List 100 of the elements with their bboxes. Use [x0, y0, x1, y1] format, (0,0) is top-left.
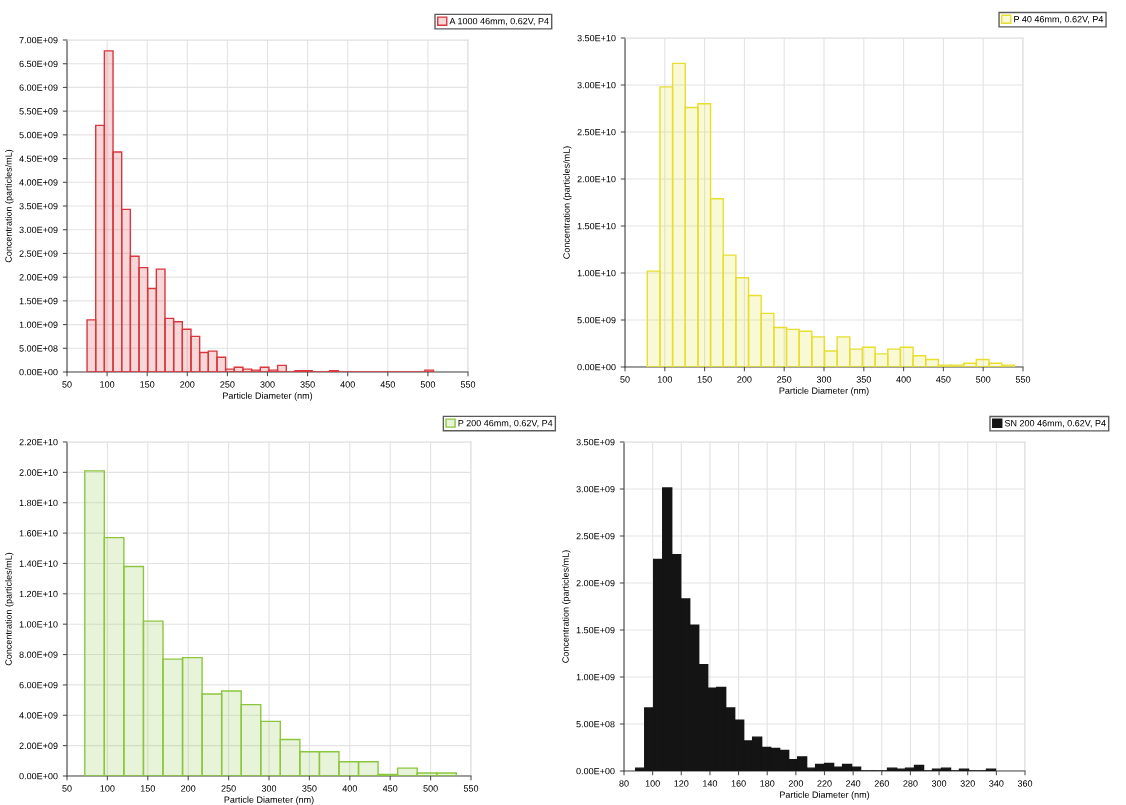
x-tick-label: 150 — [140, 785, 155, 792]
y-tick-label: 4.50E+09 — [19, 155, 58, 162]
y-tick-label: 2.00E+10 — [577, 175, 616, 183]
y-tick-label: 2.00E+10 — [19, 469, 58, 476]
x-tick-label: 320 — [960, 780, 975, 787]
y-tick-label: 5.50E+09 — [19, 108, 58, 115]
y-tick-label: 6.00E+09 — [19, 681, 58, 689]
x-axis-title: Particle Diameter (nm) — [224, 796, 314, 805]
x-tick-label: 400 — [896, 376, 911, 383]
x-tick-label: 160 — [731, 780, 746, 787]
y-tick-label: 2.50E+10 — [577, 128, 616, 136]
x-tick-label: 120 — [674, 780, 689, 787]
x-tick-label: 80 — [619, 780, 629, 787]
y-tick-label: 1.80E+10 — [19, 499, 58, 507]
x-tick-label: 150 — [697, 376, 712, 383]
y-tick-label: 1.50E+09 — [19, 297, 58, 305]
y-tick-label: 7.00E+09 — [19, 36, 58, 44]
legend-label: P 200 46mm, 0.62V, P4 — [458, 419, 553, 428]
x-tick-label: 360 — [1017, 780, 1033, 787]
x-tick-label: 450 — [382, 785, 398, 792]
y-tick-label: 0.00E+00 — [19, 772, 58, 780]
x-axis-title: Particle Diameter (nm) — [780, 791, 870, 800]
y-tick-label: 4.00E+09 — [19, 712, 58, 719]
y-tick-label: 8.00E+09 — [19, 651, 58, 658]
x-tick-label: 500 — [423, 785, 438, 792]
x-tick-label: 350 — [856, 376, 871, 383]
y-tick-label: 1.40E+10 — [19, 560, 58, 567]
legend-label: SN 200 46mm, 0.62V, P4 — [1004, 420, 1106, 428]
y-tick-label: 2.50E+09 — [19, 250, 58, 257]
y-tick-label: 6.50E+09 — [19, 60, 58, 68]
x-axis-title: Particle Diameter (nm) — [223, 392, 313, 401]
x-tick-label: 400 — [340, 381, 355, 388]
x-tick-label: 100 — [645, 780, 660, 787]
y-tick-label: 3.00E+09 — [576, 485, 615, 493]
x-tick-label: 50 — [62, 381, 72, 388]
x-tick-label: 300 — [816, 376, 832, 383]
x-tick-label: 340 — [989, 780, 1004, 787]
y-tick-label: 3.50E+09 — [576, 438, 615, 446]
y-tick-label: 1.50E+10 — [577, 222, 616, 230]
y-tick-label: 3.50E+09 — [19, 202, 58, 210]
x-tick-label: 250 — [777, 376, 792, 383]
y-tick-label: 0.00E+00 — [19, 368, 58, 376]
x-tick-label: 260 — [874, 780, 889, 787]
x-tick-label: 200 — [788, 780, 804, 787]
x-tick-label: 300 — [260, 381, 275, 388]
y-axis-title: Concentration (particles/mL) — [5, 149, 14, 263]
y-tick-label: 1.00E+10 — [19, 621, 58, 628]
y-tick-label: 5.00E+09 — [577, 316, 616, 324]
x-tick-label: 200 — [181, 785, 196, 792]
x-tick-label: 500 — [976, 376, 991, 383]
x-tick-label: 100 — [100, 785, 115, 792]
y-tick-label: 3.50E+10 — [577, 34, 616, 42]
x-tick-label: 550 — [463, 785, 479, 792]
y-axis-title: Concentration (particles/mL) — [563, 146, 572, 259]
y-tick-label: 4.00E+09 — [19, 179, 58, 186]
x-tick-label: 240 — [846, 780, 861, 787]
x-tick-label: 250 — [220, 381, 235, 388]
x-tick-label: 50 — [62, 785, 72, 792]
legend-label: P 40 46mm, 0.62V, P4 — [1014, 16, 1104, 24]
y-tick-label: 1.00E+10 — [577, 269, 616, 277]
x-tick-label: 280 — [903, 780, 918, 787]
y-tick-label: 2.20E+10 — [19, 438, 58, 446]
x-tick-label: 450 — [380, 381, 395, 388]
x-tick-label: 550 — [1015, 376, 1031, 383]
x-tick-label: 350 — [302, 785, 317, 792]
x-tick-label: 550 — [460, 381, 476, 388]
x-tick-label: 100 — [657, 376, 672, 383]
y-tick-label: 0.00E+00 — [576, 767, 615, 775]
y-tick-label: 1.00E+09 — [576, 673, 615, 681]
y-tick-label: 6.00E+09 — [19, 84, 58, 91]
y-tick-label: 2.00E+09 — [576, 579, 615, 587]
x-tick-label: 400 — [342, 785, 357, 792]
x-axis-title: Particle Diameter (nm) — [779, 387, 869, 396]
x-tick-label: 250 — [221, 785, 236, 792]
y-tick-label: 1.20E+10 — [19, 590, 58, 598]
x-tick-label: 200 — [180, 381, 195, 388]
y-axis-title: Concentration (particles/mL) — [5, 552, 14, 666]
y-tick-label: 0.00E+00 — [577, 363, 616, 371]
y-tick-label: 1.60E+10 — [19, 530, 58, 537]
y-tick-label: 2.50E+09 — [576, 532, 615, 540]
x-tick-label: 50 — [620, 376, 630, 383]
y-tick-label: 1.00E+09 — [19, 321, 58, 328]
x-tick-label: 500 — [420, 381, 436, 388]
y-tick-label: 5.00E+08 — [576, 720, 615, 728]
x-tick-label: 100 — [100, 381, 115, 388]
x-tick-label: 350 — [300, 381, 315, 388]
y-tick-label: 3.00E+09 — [19, 226, 58, 234]
x-tick-label: 150 — [140, 381, 155, 388]
y-axis-title: Concentration (particles/mL) — [562, 550, 571, 663]
y-tick-label: 2.00E+09 — [19, 274, 58, 281]
y-tick-label: 2.00E+09 — [19, 742, 58, 749]
x-tick-label: 450 — [936, 376, 951, 383]
x-tick-label: 140 — [703, 780, 718, 787]
x-tick-label: 200 — [737, 376, 752, 383]
y-tick-label: 5.00E+08 — [19, 345, 58, 352]
y-tick-label: 1.50E+09 — [576, 626, 615, 634]
legend-label: A 1000 46mm, 0.62V, P4 — [449, 17, 549, 26]
x-tick-label: 180 — [760, 780, 775, 787]
x-tick-label: 300 — [261, 785, 277, 792]
x-tick-label: 300 — [931, 780, 947, 787]
